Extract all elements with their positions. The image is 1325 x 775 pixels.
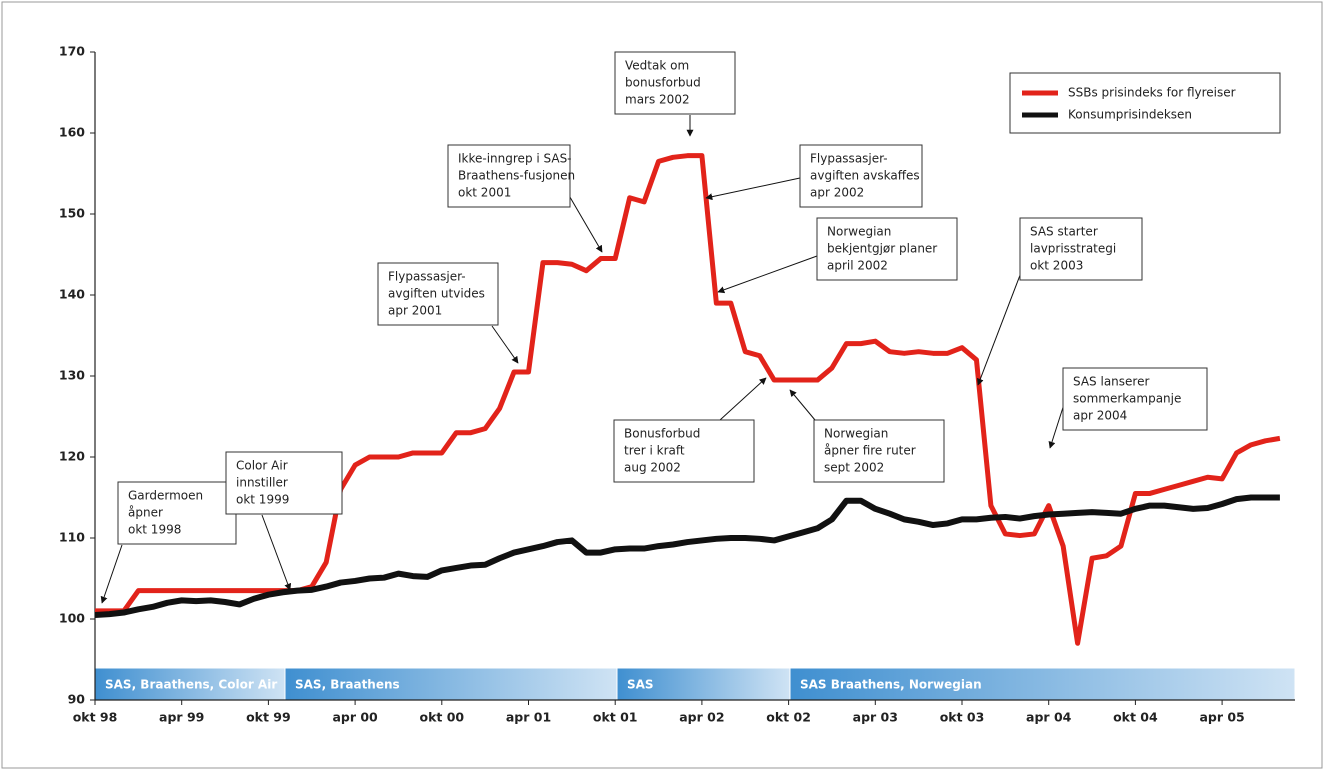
annotation-box	[117, 481, 237, 545]
annotation-box	[447, 144, 571, 208]
annotation-box	[799, 144, 923, 208]
annotation-text: bekjentgjør planer	[827, 242, 937, 256]
annotation-text: SAS starter	[1030, 225, 1098, 239]
x-tick-label: okt 98	[73, 710, 118, 725]
annotation-arrow	[100, 544, 123, 604]
x-tick-label: okt 00	[419, 710, 464, 725]
annotation-text: Color Air	[236, 459, 288, 473]
annotation-box	[377, 262, 499, 326]
period-band	[284, 667, 618, 701]
period-label: SAS Braathens, Norwegian	[800, 678, 982, 692]
annotation-text: okt 2003	[1030, 259, 1083, 273]
annotation-arrow	[705, 177, 801, 201]
annotation-arrow	[261, 514, 292, 591]
annotation-text: bonusforbud	[625, 76, 701, 90]
annotation-text: sommerkampanje	[1073, 392, 1181, 406]
annotation-text: Flypassasjer-	[388, 270, 466, 284]
x-tick-label: apr 05	[1199, 710, 1244, 725]
x-tick-label: okt 04	[1113, 710, 1158, 725]
annotation-arrow	[717, 255, 818, 294]
y-tick-label: 160	[59, 125, 85, 140]
y-tick-label: 90	[68, 692, 86, 707]
x-tick-label: apr 00	[332, 710, 378, 725]
annotation-text: apr 2002	[810, 186, 864, 200]
period-label: SAS, Braathens	[295, 678, 400, 692]
x-tick-label: apr 04	[1026, 710, 1072, 725]
y-tick-label: 130	[59, 368, 85, 383]
annotation-arrow	[566, 191, 603, 253]
period-label: SAS	[627, 678, 654, 692]
y-tick-label: 120	[59, 449, 85, 464]
annotation-text: Bonusforbud	[624, 427, 700, 441]
annotation-text: sept 2002	[824, 461, 884, 475]
legend	[1009, 72, 1281, 134]
annotation-text: Ikke-inngrep i SAS-	[458, 152, 572, 166]
x-tick-label: okt 01	[593, 710, 638, 725]
annotation-text: avgiften avskaffes	[810, 169, 920, 183]
x-tick-label: okt 99	[246, 710, 291, 725]
annotation-arrow	[719, 377, 767, 421]
annotation-text: okt 1998	[128, 523, 181, 537]
data-line	[94, 494, 1280, 618]
annotation-text: Norwegian	[827, 225, 891, 239]
annotation-text: april 2002	[827, 259, 888, 273]
annotation-text: lavprisstrategi	[1030, 242, 1116, 256]
y-tick-label: 140	[59, 287, 85, 302]
y-tick-label: 150	[59, 206, 85, 221]
x-tick-label: apr 02	[679, 710, 724, 725]
annotation-arrow	[976, 269, 1023, 386]
annotation-box	[813, 419, 945, 483]
annotation-box	[225, 451, 343, 515]
annotation-text: åpner fire ruter	[824, 444, 916, 458]
annotation-text: trer i kraft	[624, 444, 685, 458]
annotation-text: Vedtak om	[625, 59, 689, 73]
annotation-box	[613, 419, 755, 483]
period-label: SAS, Braathens, Color Air	[105, 678, 277, 692]
period-band	[789, 667, 1296, 701]
annotation-arrow	[789, 389, 816, 421]
annotation-text: SAS lanserer	[1073, 375, 1149, 389]
annotation-text: okt 1999	[236, 493, 289, 507]
annotation-box	[816, 217, 958, 281]
annotation-box	[1062, 367, 1208, 431]
annotation-text: Braathens-fusjonen	[458, 169, 575, 183]
y-tick-label: 170	[59, 44, 85, 59]
annotation-text: åpner	[128, 506, 163, 520]
annotation-box	[614, 51, 736, 115]
y-tick-label: 110	[59, 530, 85, 545]
annotation-text: apr 2001	[388, 304, 442, 318]
x-tick-label: apr 99	[159, 710, 204, 725]
annotation-text: aug 2002	[624, 461, 681, 475]
legend-label: SSBs prisindeks for flyreiser	[1068, 86, 1236, 100]
annotation-text: Norwegian	[824, 427, 888, 441]
annotation-text: avgiften utvides	[388, 287, 485, 301]
annotation-text: innstiller	[236, 476, 288, 490]
annotation-text: okt 2001	[458, 186, 511, 200]
x-tick-label: apr 01	[506, 710, 551, 725]
annotation-text: apr 2004	[1073, 409, 1127, 423]
x-tick-label: okt 02	[766, 710, 811, 725]
x-tick-label: okt 03	[940, 710, 985, 725]
annotation-text: mars 2002	[625, 93, 690, 107]
y-tick-label: 100	[59, 611, 85, 626]
annotation-arrow	[491, 325, 519, 364]
annotation-text: Gardermoen	[128, 489, 203, 503]
annotation-text: Flypassasjer-	[810, 152, 888, 166]
annotation-box	[1019, 217, 1143, 281]
x-tick-label: apr 03	[853, 710, 898, 725]
legend-label: Konsumprisindeksen	[1068, 108, 1192, 122]
